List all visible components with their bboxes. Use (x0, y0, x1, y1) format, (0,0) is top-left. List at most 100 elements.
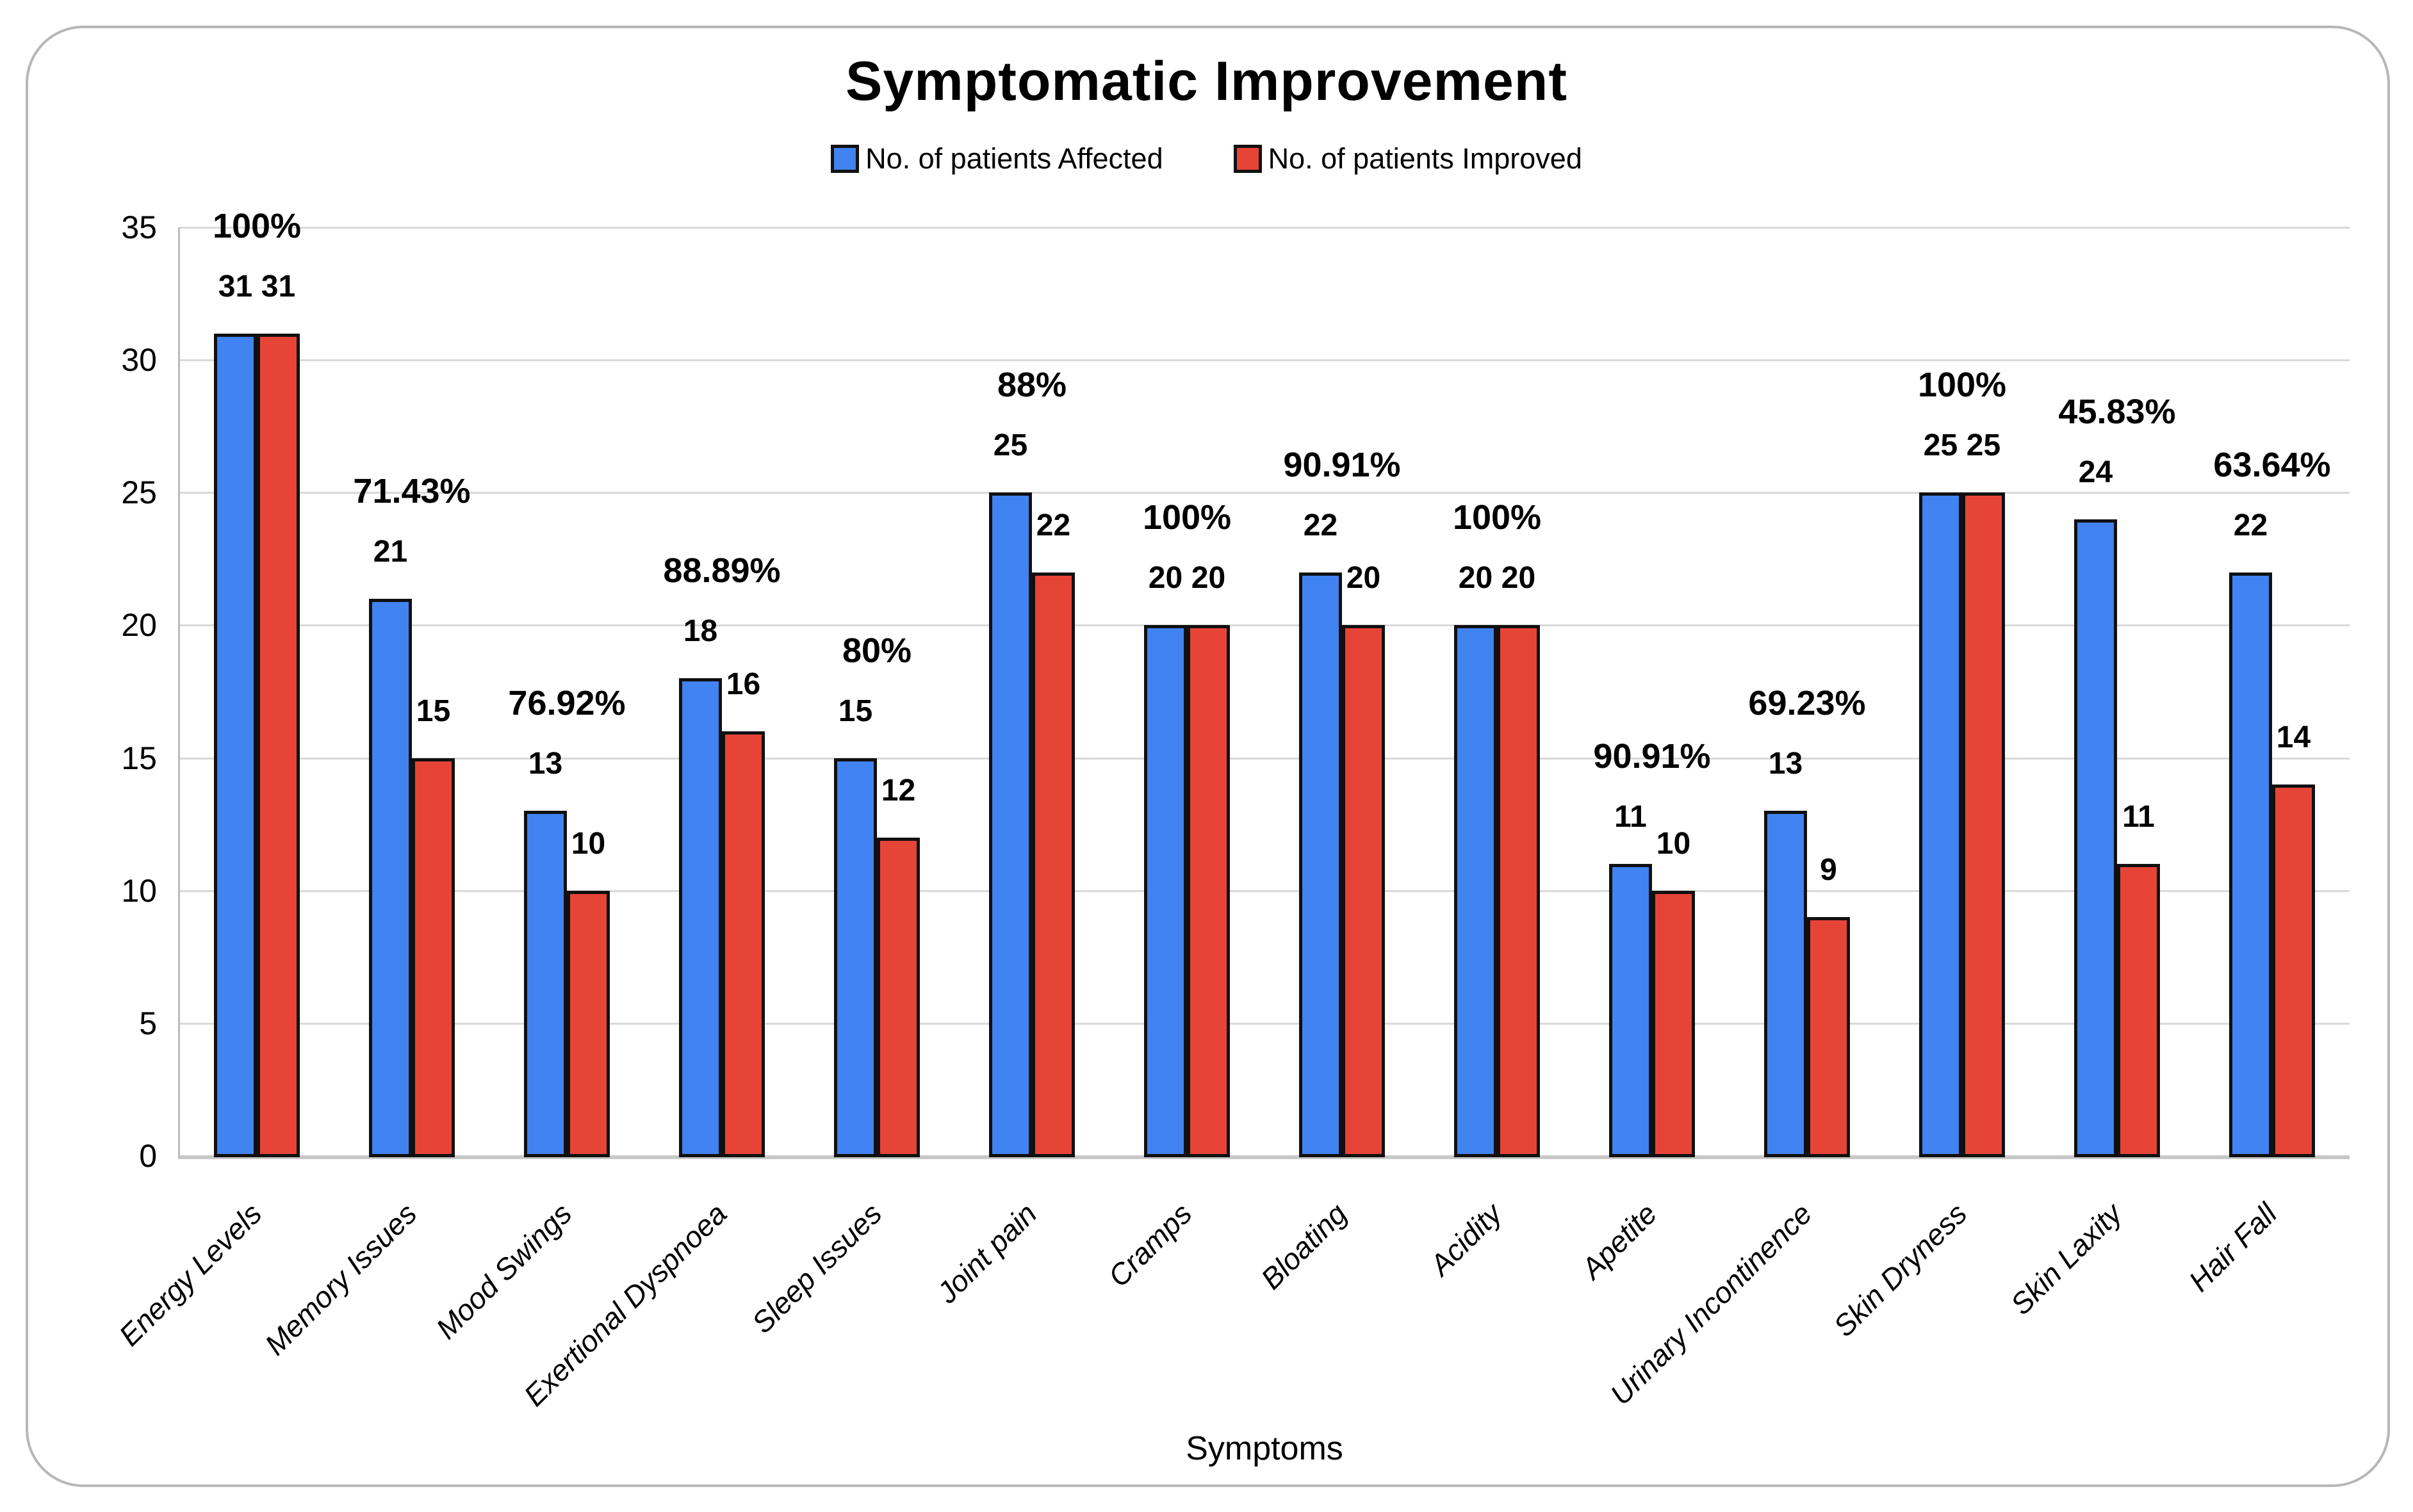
chart-title: Symptomatic Improvement (846, 51, 1567, 112)
gridline-20 (179, 624, 2350, 627)
percent-label-apetite: 90.91% (1593, 737, 1711, 776)
value-label-improved-hair-fall: 14 (2276, 720, 2311, 754)
gridline-30 (179, 359, 2350, 362)
value-label-improved-acidity: 20 (1501, 561, 1536, 596)
y-tick-label: 30 (121, 342, 157, 378)
y-tick-label: 35 (121, 209, 157, 245)
value-label-affected-urinary-incontinence: 13 (1768, 747, 1803, 781)
value-label-improved-urinary-incontinence: 9 (1820, 853, 1837, 888)
bar-affected-bloating (1299, 572, 1342, 1157)
value-label-affected-cramps: 20 (1148, 561, 1183, 596)
percent-label-acidity: 100% (1452, 498, 1542, 537)
bar-affected-acidity (1454, 625, 1497, 1157)
gridline-25 (179, 492, 2350, 494)
bar-improved-hair-fall (2272, 784, 2315, 1157)
value-label-affected-skin-laxity: 24 (2078, 455, 2113, 489)
y-axis-line (178, 227, 180, 1159)
bar-improved-exertional-dyspnoea (722, 731, 765, 1157)
legend-item-affected: No. of patients Affected (831, 142, 1163, 175)
value-label-improved-energy-levels: 31 (261, 269, 296, 304)
percent-label-sleep-issues: 80% (842, 631, 912, 670)
gridline-15 (179, 757, 2350, 760)
y-tick-label: 15 (121, 740, 157, 776)
bar-affected-exertional-dyspnoea (679, 678, 722, 1157)
percent-label-memory-issues: 71.43% (353, 472, 471, 510)
gridline-5 (179, 1022, 2350, 1025)
x-category-label-joint-pain: Joint pain (930, 1196, 1043, 1310)
value-label-affected-energy-levels: 31 (218, 269, 253, 304)
legend: No. of patients Affected No. of patients… (0, 142, 2413, 175)
value-label-affected-hair-fall: 22 (2233, 508, 2268, 542)
gridline-10 (179, 890, 2350, 892)
bar-improved-joint-pain (1032, 572, 1075, 1157)
percent-label-skin-laxity: 45.83% (2058, 392, 2176, 431)
value-label-improved-exertional-dyspnoea: 16 (726, 667, 761, 702)
bar-improved-apetite (1652, 890, 1695, 1157)
bar-affected-mood-swings (524, 811, 567, 1157)
x-category-label-urinary-incontinence: Urinary Incontinence (1603, 1196, 1819, 1411)
bar-affected-skin-dryness (1919, 492, 1962, 1157)
value-label-affected-joint-pain: 25 (993, 428, 1028, 463)
value-label-affected-acidity: 20 (1458, 561, 1493, 596)
legend-swatch-improved-icon (1233, 145, 1262, 173)
value-label-improved-memory-issues: 15 (416, 694, 451, 728)
x-category-label-hair-fall: Hair Fall (2182, 1196, 2284, 1298)
bar-affected-energy-levels (214, 333, 257, 1157)
legend-swatch-affected-icon (831, 145, 860, 173)
value-label-affected-sleep-issues: 15 (838, 694, 873, 728)
y-tick-label: 0 (139, 1138, 157, 1174)
percent-label-skin-dryness: 100% (1917, 366, 2007, 405)
bar-improved-energy-levels (257, 333, 300, 1157)
bar-improved-sleep-issues (877, 837, 920, 1157)
percent-label-hair-fall: 63.64% (2213, 445, 2331, 484)
value-label-improved-mood-swings: 10 (571, 826, 606, 861)
legend-label-improved: No. of patients Improved (1268, 142, 1582, 175)
value-label-affected-bloating: 22 (1303, 508, 1338, 542)
x-axis-line (179, 1155, 2350, 1159)
value-label-improved-sleep-issues: 12 (881, 773, 916, 808)
bar-improved-urinary-incontinence (1807, 917, 1850, 1157)
x-category-label-skin-laxity: Skin Laxity (2004, 1196, 2129, 1321)
value-label-affected-exertional-dyspnoea: 18 (683, 614, 718, 649)
bar-affected-joint-pain (989, 492, 1032, 1157)
x-category-label-memory-issues: Memory Issues (258, 1196, 423, 1362)
legend-label-affected: No. of patients Affected (865, 142, 1163, 175)
bar-affected-sleep-issues (834, 758, 877, 1157)
gridline-35 (179, 227, 2350, 229)
x-category-label-exertional-dyspnoea: Exertional Dyspnoea (517, 1196, 733, 1413)
percent-label-exertional-dyspnoea: 88.89% (663, 551, 781, 590)
y-tick-label: 25 (121, 475, 157, 511)
value-label-improved-bloating: 20 (1346, 561, 1381, 596)
value-label-affected-skin-dryness: 25 (1923, 428, 1958, 463)
percent-label-mood-swings: 76.92% (508, 684, 626, 723)
bar-affected-hair-fall (2229, 572, 2272, 1157)
value-label-improved-skin-laxity: 11 (2122, 800, 2155, 834)
value-label-improved-apetite: 10 (1656, 826, 1691, 861)
bar-improved-mood-swings (567, 890, 610, 1157)
y-tick-label: 20 (121, 607, 157, 644)
bar-improved-memory-issues (412, 758, 455, 1157)
x-category-label-sleep-issues: Sleep Issues (745, 1196, 888, 1340)
value-label-improved-joint-pain: 22 (1036, 508, 1071, 542)
x-category-label-skin-dryness: Skin Dryness (1827, 1196, 1974, 1344)
x-category-label-mood-swings: Mood Swings (429, 1196, 578, 1345)
bar-affected-skin-laxity (2074, 519, 2117, 1157)
bar-improved-skin-laxity (2117, 864, 2160, 1157)
bar-affected-cramps (1144, 625, 1187, 1157)
value-label-affected-apetite: 11 (1614, 800, 1647, 834)
percent-label-urinary-incontinence: 69.23% (1748, 684, 1866, 723)
bar-improved-acidity (1497, 625, 1540, 1157)
bar-improved-skin-dryness (1962, 492, 2005, 1157)
bar-improved-cramps (1187, 625, 1230, 1157)
percent-label-bloating: 90.91% (1283, 445, 1401, 484)
value-label-improved-cramps: 20 (1191, 561, 1226, 596)
percent-label-energy-levels: 100% (212, 206, 302, 245)
percent-label-joint-pain: 88% (997, 366, 1067, 405)
legend-item-improved: No. of patients Improved (1233, 142, 1582, 175)
bar-improved-bloating (1342, 625, 1385, 1157)
bar-affected-urinary-incontinence (1764, 811, 1807, 1157)
value-label-affected-mood-swings: 13 (528, 747, 563, 781)
value-label-affected-memory-issues: 21 (373, 535, 408, 569)
y-tick-label: 10 (121, 872, 157, 909)
